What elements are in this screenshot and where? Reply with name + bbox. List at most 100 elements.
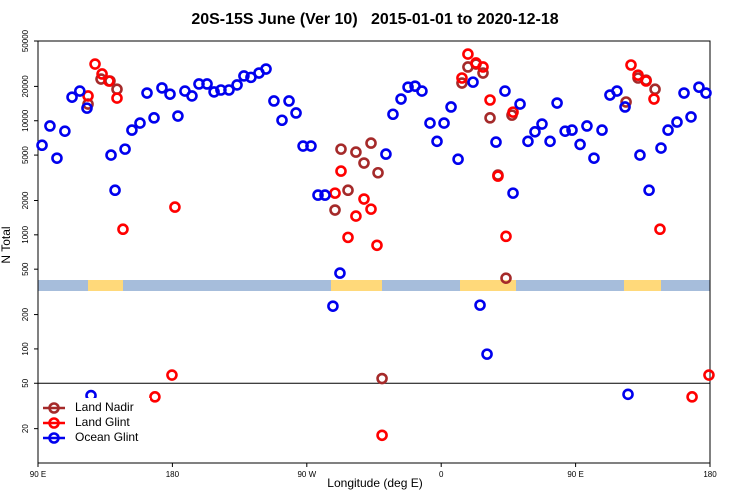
point (529, 125, 541, 138)
legend-marker (48, 417, 60, 429)
x-tick-label: 90 E (30, 470, 46, 479)
point (335, 143, 347, 155)
point (166, 369, 178, 381)
point (96, 68, 108, 80)
point (126, 124, 138, 136)
x-tick-label: 180 (166, 470, 180, 479)
point (625, 59, 637, 71)
point (327, 300, 339, 312)
point (186, 90, 198, 102)
land-ocean-strip (38, 280, 710, 291)
point (445, 101, 457, 113)
point (619, 101, 631, 113)
point (350, 146, 362, 158)
point (648, 93, 660, 105)
point (395, 93, 407, 105)
point (456, 77, 468, 89)
point (484, 112, 496, 124)
point (492, 170, 504, 182)
point (622, 388, 634, 401)
point (402, 81, 414, 93)
x-tick-label: 90 E (567, 470, 583, 479)
point (329, 204, 341, 216)
point (290, 107, 302, 119)
point (51, 152, 63, 164)
point (372, 166, 384, 179)
y-tick-label: 200 (21, 307, 30, 321)
y-tick-label: 500 (21, 262, 30, 276)
x-tick-label: 90 W (297, 470, 316, 479)
legend-label: Land Glint (75, 415, 130, 429)
point (119, 143, 131, 155)
point (208, 86, 220, 98)
y-tick-label: 10000 (21, 109, 30, 132)
point (514, 98, 526, 110)
y-tick-label: 20 (21, 424, 30, 433)
point (452, 153, 464, 166)
point (312, 189, 324, 201)
point (109, 184, 121, 197)
point (632, 69, 644, 81)
point (44, 120, 56, 132)
point (484, 94, 496, 106)
point (559, 125, 571, 137)
point (169, 201, 181, 213)
y-tick-label: 5000 (21, 146, 30, 164)
point (507, 106, 519, 118)
point (141, 87, 153, 99)
point (655, 142, 667, 154)
point (574, 138, 586, 151)
point (334, 267, 346, 279)
point (507, 187, 519, 199)
point (36, 139, 48, 152)
point (500, 230, 512, 243)
point (380, 148, 392, 160)
point (620, 96, 632, 108)
point (305, 140, 317, 152)
point (581, 120, 593, 132)
point (500, 272, 512, 284)
point (662, 124, 674, 136)
point (416, 85, 428, 97)
point (350, 210, 362, 222)
point (536, 118, 548, 130)
point (654, 223, 666, 236)
point (149, 391, 161, 403)
point (477, 67, 489, 79)
point (111, 92, 123, 104)
point (640, 75, 652, 87)
point (365, 137, 377, 149)
point (223, 84, 235, 96)
point (329, 187, 341, 199)
point (634, 149, 646, 161)
point (66, 91, 78, 103)
point (81, 102, 93, 114)
point (387, 108, 399, 121)
point (134, 117, 146, 129)
point (201, 78, 213, 90)
y-tick-label: 2000 (21, 191, 30, 209)
point (474, 299, 486, 311)
point (276, 114, 288, 127)
point (358, 157, 370, 169)
point (588, 152, 600, 164)
legend-marker (48, 402, 60, 414)
point (172, 110, 184, 122)
point (499, 85, 511, 97)
point (671, 116, 683, 128)
point (74, 85, 86, 97)
y-axis-label: N Total (0, 226, 13, 263)
point (431, 135, 443, 148)
point (596, 124, 608, 136)
point (376, 429, 388, 442)
point (148, 112, 160, 124)
point (342, 184, 354, 197)
point (89, 58, 101, 70)
point (703, 369, 715, 381)
point (231, 79, 243, 91)
point (238, 70, 250, 82)
point (105, 149, 117, 161)
x-axis-label: Longitude (deg E) (327, 476, 422, 490)
point (371, 239, 383, 252)
